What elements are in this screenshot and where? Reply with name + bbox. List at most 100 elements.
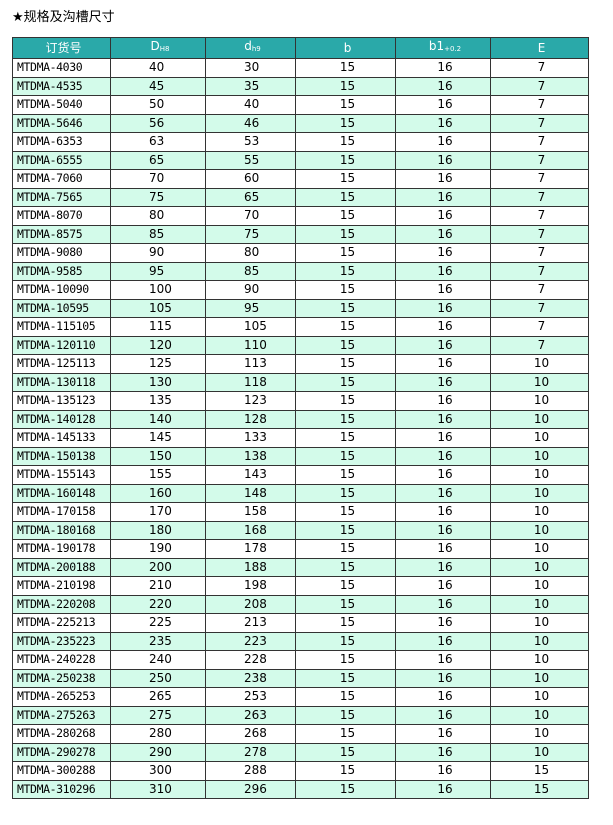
table-cell: MTDMA-210198	[12, 576, 111, 596]
table-row: MTDMA-6555 65 55 15 16 7	[12, 150, 589, 170]
table-cell: 15	[295, 206, 396, 226]
table-cell: 10	[490, 668, 589, 688]
table-row: MTDMA-120110 120 110 15 16 7	[12, 335, 589, 355]
table-cell: MTDMA-10595	[12, 298, 111, 318]
table-cell: 15	[295, 391, 396, 411]
table-cell: 16	[395, 594, 491, 614]
table-cell: 10	[490, 502, 589, 522]
table-cell: 15	[295, 58, 396, 78]
table-cell: 180	[110, 520, 206, 540]
table-cell: 15	[295, 631, 396, 651]
table-cell: MTDMA-7060	[12, 169, 111, 189]
table-row: MTDMA-300288 300 288 15 16 15	[12, 761, 589, 781]
table-cell: 10	[490, 576, 589, 596]
table-cell: 188	[205, 557, 296, 577]
table-cell: 53	[205, 132, 296, 152]
table-cell: 235	[110, 631, 206, 651]
table-cell: MTDMA-4030	[12, 58, 111, 78]
table-cell: 140	[110, 409, 206, 429]
table-row: MTDMA-9080 90 80 15 16 7	[12, 243, 589, 263]
table-cell: MTDMA-145133	[12, 428, 111, 448]
table-cell: 80	[205, 243, 296, 263]
table-cell: MTDMA-8070	[12, 206, 111, 226]
table-cell: 10	[490, 687, 589, 707]
table-cell: 16	[395, 243, 491, 263]
table-cell: 63	[110, 132, 206, 152]
table-body: MTDMA-4030 40 30 15 16 7 MTDMA-4535 45 35 15 16 7 MT…	[12, 58, 589, 799]
table-cell: 15	[295, 113, 396, 133]
table-cell: 15	[295, 668, 396, 688]
table-cell: MTDMA-280268	[12, 724, 111, 744]
table-cell: MTDMA-290278	[12, 742, 111, 762]
table-cell: 128	[205, 409, 296, 429]
table-cell: 60	[205, 169, 296, 189]
table-cell: 7	[490, 335, 589, 355]
table-row: MTDMA-8575 85 75 15 16 7	[12, 224, 589, 244]
table-row: MTDMA-4030 40 30 15 16 7	[12, 58, 589, 78]
table-cell: MTDMA-310296	[12, 779, 111, 799]
table-cell: 15	[295, 557, 396, 577]
table-cell: 16	[395, 261, 491, 281]
table-cell: 15	[295, 280, 396, 300]
table-cell: 115	[110, 317, 206, 337]
table-cell: MTDMA-275263	[12, 705, 111, 725]
table-cell: 50	[110, 95, 206, 115]
table-cell: 15	[295, 724, 396, 744]
table-row: MTDMA-280268 280 268 15 16 10	[12, 724, 589, 744]
table-cell: 240	[110, 650, 206, 670]
table-cell: 296	[205, 779, 296, 799]
header-cell: b	[295, 37, 396, 59]
table-cell: 16	[395, 446, 491, 466]
table-row: MTDMA-160148 160 148 15 16 10	[12, 483, 589, 503]
table-cell: 15	[295, 187, 396, 207]
table-cell: MTDMA-6555	[12, 150, 111, 170]
table-row: MTDMA-10595 105 95 15 16 7	[12, 298, 589, 318]
table-cell: 7	[490, 113, 589, 133]
table-row: MTDMA-7565 75 65 15 16 7	[12, 187, 589, 207]
table-cell: 138	[205, 446, 296, 466]
table-cell: 85	[205, 261, 296, 281]
table-cell: 16	[395, 650, 491, 670]
table-cell: 15	[295, 779, 396, 799]
table-cell: 16	[395, 761, 491, 781]
table-cell: 16	[395, 113, 491, 133]
table-cell: MTDMA-180168	[12, 520, 111, 540]
table-row: MTDMA-240228 240 228 15 16 10	[12, 650, 589, 670]
table-cell: 16	[395, 132, 491, 152]
table-cell: 225	[110, 613, 206, 633]
table-cell: MTDMA-120110	[12, 335, 111, 355]
table-cell: MTDMA-5646	[12, 113, 111, 133]
table-cell: 7	[490, 317, 589, 337]
header-cell: dh9	[205, 37, 296, 59]
table-cell: 15	[295, 317, 396, 337]
table-cell: MTDMA-190178	[12, 539, 111, 559]
table-cell: 275	[110, 705, 206, 725]
table-row: MTDMA-275263 275 263 15 16 10	[12, 705, 589, 725]
table-cell: MTDMA-4535	[12, 76, 111, 96]
table-cell: 170	[110, 502, 206, 522]
table-row: MTDMA-145133 145 133 15 16 10	[12, 428, 589, 448]
table-cell: MTDMA-8575	[12, 224, 111, 244]
table-cell: 16	[395, 705, 491, 725]
table-cell: 16	[395, 557, 491, 577]
table-cell: 15	[295, 132, 396, 152]
table-row: MTDMA-250238 250 238 15 16 10	[12, 668, 589, 688]
table-cell: 15	[295, 354, 396, 374]
table-cell: 7	[490, 76, 589, 96]
title: ★规格及沟槽尺寸	[12, 10, 115, 25]
header-label: D	[150, 39, 160, 53]
table-cell: 30	[205, 58, 296, 78]
table-cell: 158	[205, 502, 296, 522]
table-cell: 16	[395, 779, 491, 799]
table-cell: 16	[395, 224, 491, 244]
table-cell: 16	[395, 280, 491, 300]
table-cell: 253	[205, 687, 296, 707]
table-cell: MTDMA-265253	[12, 687, 111, 707]
table-cell: 110	[205, 335, 296, 355]
header-label: b1	[428, 39, 445, 53]
table-cell: 7	[490, 261, 589, 281]
table-cell: 105	[205, 317, 296, 337]
table-cell: MTDMA-130118	[12, 372, 111, 392]
table-cell: 15	[295, 76, 396, 96]
header-label: d	[244, 39, 252, 53]
